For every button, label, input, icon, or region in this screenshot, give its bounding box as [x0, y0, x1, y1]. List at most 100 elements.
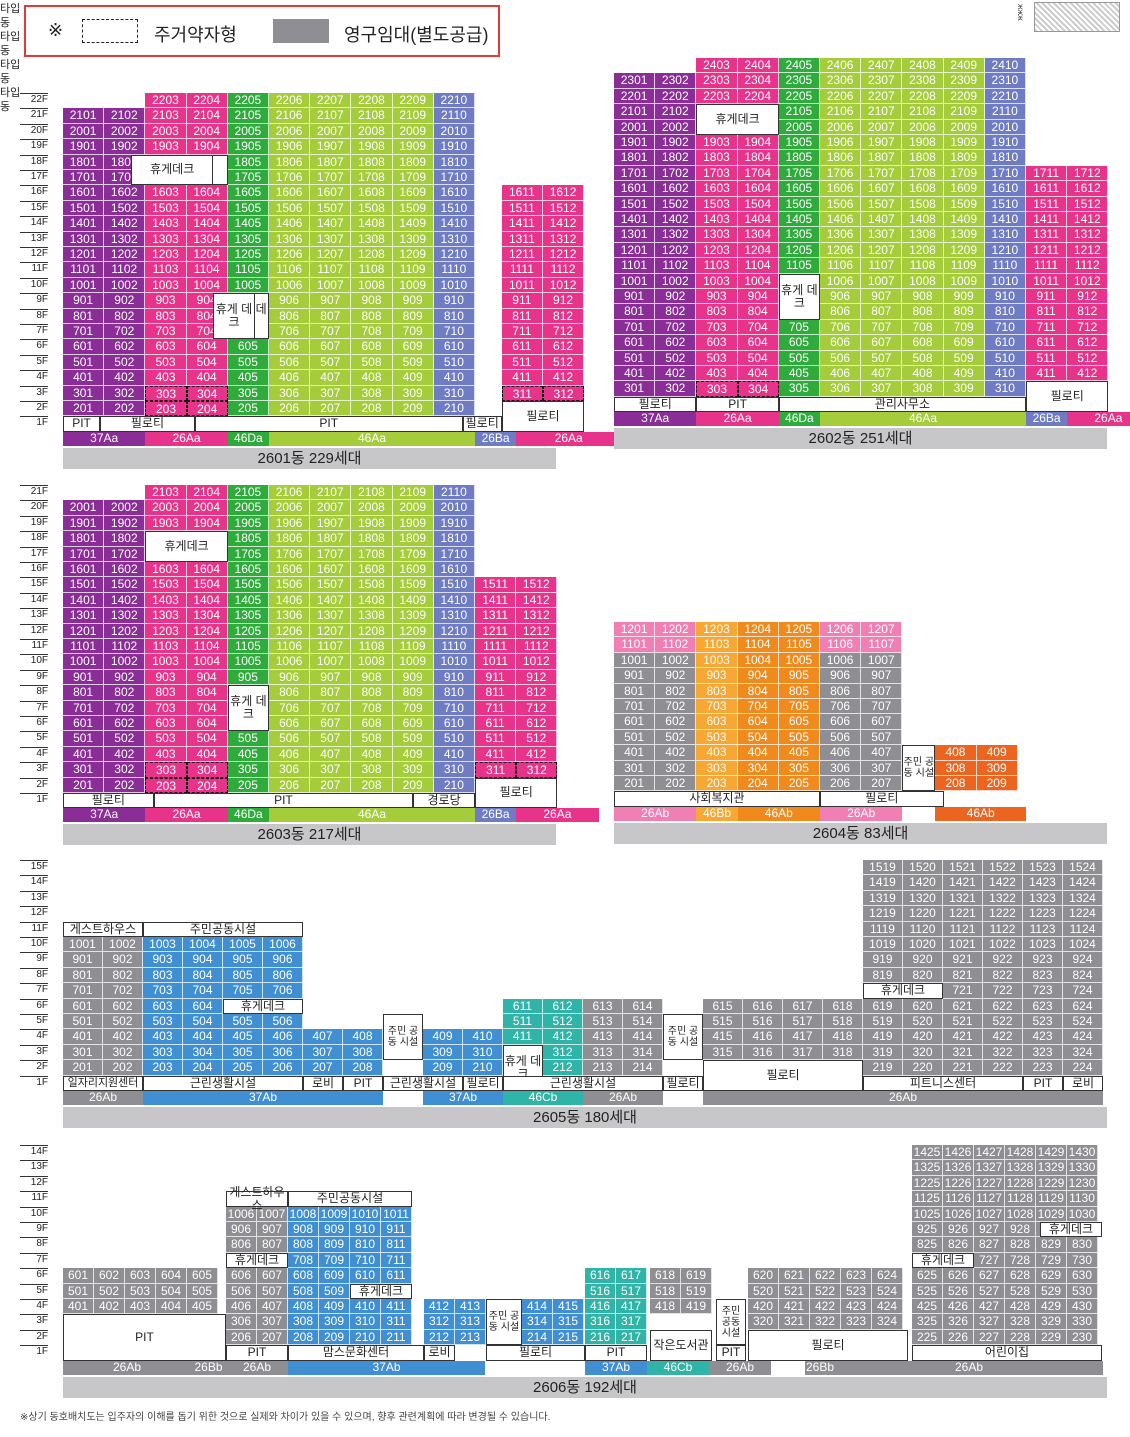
unit-cell: 1202	[104, 247, 146, 263]
unit-cell: 209	[392, 401, 434, 417]
unit-cell: 2209	[392, 93, 434, 109]
unit-cell: 1112	[542, 262, 585, 278]
unit-cell: 2007	[310, 500, 352, 516]
unit-cell: 704	[183, 983, 223, 999]
pit: PIT	[153, 793, 414, 809]
unit-cell: 1403	[145, 216, 187, 232]
unit-cell: 520	[903, 1014, 943, 1030]
floor-label: 2F	[20, 777, 48, 794]
unit-cell: 1409	[392, 592, 434, 609]
unit-cell: 2108	[902, 104, 944, 120]
unit-cell: 807	[310, 308, 352, 324]
unit-cell: 501	[614, 729, 656, 746]
unit-cell: 603	[145, 339, 187, 355]
guesthouse: 게스트하우스	[63, 921, 143, 937]
resident-facility: 주민공동시설	[143, 921, 303, 937]
unit-cell: 1007	[861, 652, 903, 669]
unit-cell: 2110	[433, 485, 475, 501]
unit-cell: 1910	[433, 515, 475, 532]
unit-cell: 710	[984, 319, 1026, 336]
floor-label: 11F	[20, 262, 48, 278]
unit-cell: 1501	[63, 577, 105, 593]
unit-cell: 2408	[902, 58, 944, 74]
floor-label: 19F	[20, 515, 48, 532]
unit-cell: 1501	[614, 196, 656, 212]
unit-cell: 1207	[861, 242, 903, 259]
unit-cell: 2102	[104, 108, 146, 124]
unit-cell: 703	[143, 983, 183, 999]
type-band: 46Ab	[935, 806, 1026, 821]
unit-cell: 705	[223, 983, 263, 999]
unit-cell: 1203	[145, 247, 187, 263]
unit-cell: 511	[475, 731, 517, 747]
unit-cell: 1210	[433, 247, 475, 263]
unit-cell: 616	[585, 1268, 616, 1284]
unit-cell: 1212	[542, 247, 585, 263]
unit-cell: 2104	[186, 108, 228, 124]
unit-cell: 1108	[351, 262, 393, 278]
floor-label: 5F	[20, 1283, 48, 1300]
building-title: 2601동 229세대	[63, 447, 556, 469]
unit-cell: 2204	[737, 88, 779, 105]
unit-cell: 524	[872, 1283, 903, 1299]
unit-cell: 206	[263, 1060, 303, 1076]
unit-cell: 229	[1036, 1329, 1067, 1346]
unit-cell: 406	[269, 746, 311, 763]
unit-cell: 1810	[984, 150, 1026, 166]
unit-cell: 1104	[186, 639, 228, 655]
unit-cell: 1112	[516, 639, 558, 655]
unit-cell: 1111	[501, 262, 543, 278]
unit-cell: 706	[820, 699, 862, 715]
type-band: 26Ab	[614, 806, 697, 821]
unit-cell: 1204	[737, 242, 779, 259]
unit-cell: 2002	[655, 119, 697, 135]
unit-cell: 1301	[63, 231, 105, 247]
type-band: 26Aa	[516, 431, 622, 446]
floor-label: 20F	[20, 123, 48, 140]
unit-cell: 202	[655, 776, 697, 792]
unit-cell: 225	[912, 1329, 943, 1346]
pit: PIT	[63, 1314, 226, 1361]
unit-cell: 1001	[63, 654, 105, 670]
unit-cell: 2409	[943, 58, 985, 74]
unit-cell: 1207	[861, 622, 903, 638]
jobs-center: 일자리지원센터	[63, 1075, 143, 1091]
unit-cell: 405	[227, 746, 269, 763]
unit-cell: 811	[475, 685, 517, 701]
unit-cell: 1102	[655, 258, 697, 274]
unit-cell: 1108	[351, 639, 393, 655]
unit-cell: 204	[737, 776, 779, 792]
unit-cell: 911	[381, 1222, 412, 1238]
unit-cell: 504	[183, 1014, 223, 1030]
unit-cell: 303	[696, 760, 738, 776]
unit-cell: 1704	[737, 165, 779, 182]
legend-dashed-swatch	[82, 19, 138, 43]
unit-cell: 1902	[655, 135, 697, 151]
floor-label: 13F	[20, 1160, 48, 1176]
unit-cell: 605	[778, 335, 820, 351]
unit-cell: 504	[737, 729, 779, 746]
unit-cell: 1107	[861, 637, 903, 653]
unit-cell: 704	[737, 699, 779, 715]
floor-label: 13F	[20, 890, 48, 907]
unit-cell: 1407	[861, 212, 903, 228]
unit-cell: 1021	[943, 937, 983, 953]
unit-cell: 1029	[1036, 1206, 1067, 1222]
unit-cell: 911	[475, 669, 517, 686]
unit-cell: 1709	[392, 546, 434, 562]
unit-cell: 1024	[1063, 937, 1103, 953]
unit-cell: 311	[475, 762, 517, 778]
unit-cell: 520	[748, 1283, 779, 1299]
unit-cell: 1004	[737, 273, 779, 289]
unit-cell: 1507	[861, 196, 903, 212]
unit-cell: 325	[912, 1314, 943, 1330]
unit-cell: 507	[861, 729, 903, 746]
unit-cell: 401	[63, 1299, 94, 1315]
unit-cell: 1306	[269, 231, 311, 247]
unit-cell: 1006	[269, 654, 311, 670]
unit-cell: 306	[820, 760, 862, 776]
unit-cell: 1105	[227, 262, 269, 278]
unit-cell: 1001	[614, 652, 656, 669]
unit-cell: 617	[783, 998, 823, 1014]
unit-cell: 1230	[1067, 1175, 1098, 1192]
